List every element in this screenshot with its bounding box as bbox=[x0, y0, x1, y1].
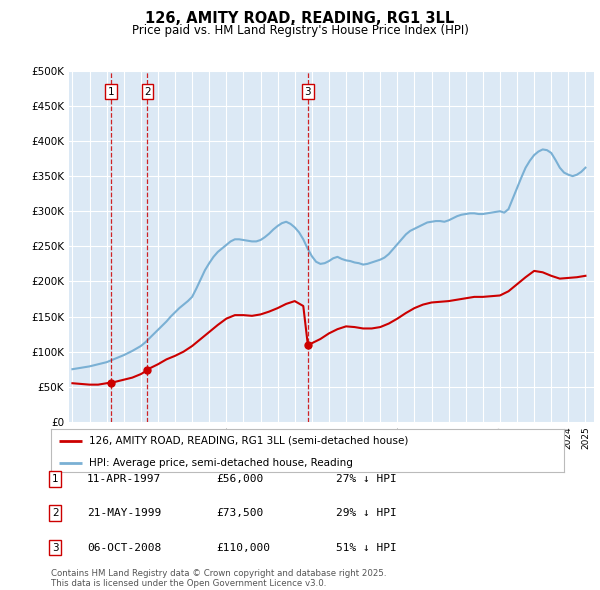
Text: 29% ↓ HPI: 29% ↓ HPI bbox=[336, 509, 397, 518]
Text: £56,000: £56,000 bbox=[216, 474, 263, 484]
Text: Price paid vs. HM Land Registry's House Price Index (HPI): Price paid vs. HM Land Registry's House … bbox=[131, 24, 469, 37]
Text: 2: 2 bbox=[144, 87, 151, 97]
Text: 27% ↓ HPI: 27% ↓ HPI bbox=[336, 474, 397, 484]
Text: 2: 2 bbox=[52, 509, 59, 518]
Text: 06-OCT-2008: 06-OCT-2008 bbox=[87, 543, 161, 552]
Text: 21-MAY-1999: 21-MAY-1999 bbox=[87, 509, 161, 518]
Text: 126, AMITY ROAD, READING, RG1 3LL: 126, AMITY ROAD, READING, RG1 3LL bbox=[145, 11, 455, 25]
Text: Contains HM Land Registry data © Crown copyright and database right 2025.
This d: Contains HM Land Registry data © Crown c… bbox=[51, 569, 386, 588]
Text: 1: 1 bbox=[108, 87, 115, 97]
Text: 11-APR-1997: 11-APR-1997 bbox=[87, 474, 161, 484]
Text: 3: 3 bbox=[304, 87, 311, 97]
Text: £73,500: £73,500 bbox=[216, 509, 263, 518]
Text: HPI: Average price, semi-detached house, Reading: HPI: Average price, semi-detached house,… bbox=[89, 457, 353, 467]
Text: 1: 1 bbox=[52, 474, 59, 484]
Text: 3: 3 bbox=[52, 543, 59, 552]
Text: £110,000: £110,000 bbox=[216, 543, 270, 552]
Text: 126, AMITY ROAD, READING, RG1 3LL (semi-detached house): 126, AMITY ROAD, READING, RG1 3LL (semi-… bbox=[89, 436, 409, 446]
Text: 51% ↓ HPI: 51% ↓ HPI bbox=[336, 543, 397, 552]
